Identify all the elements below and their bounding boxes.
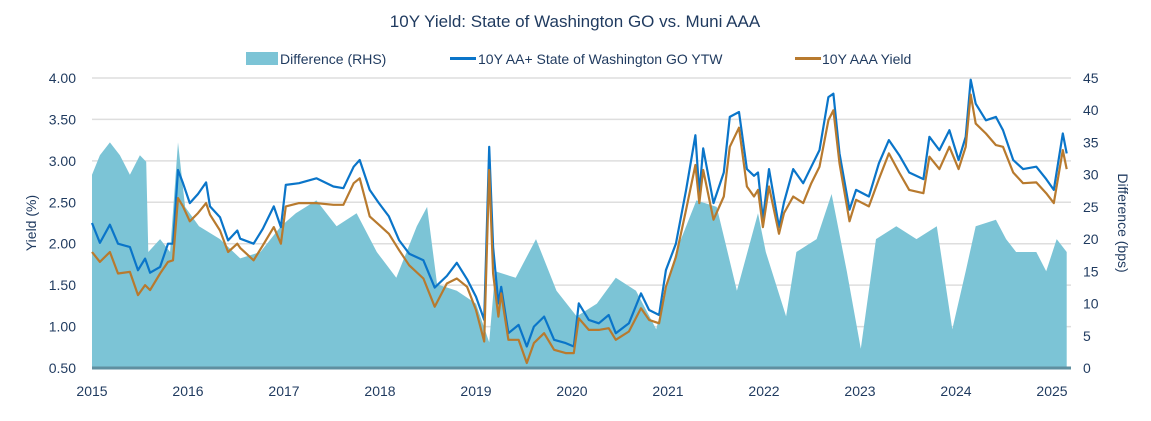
legend-label-difference: Difference (RHS) [280,51,386,67]
y2-tick-label: 30 [1083,167,1099,183]
x-tick-label: 2025 [1036,383,1067,399]
y2-tick-label: 0 [1083,360,1091,376]
y2-tick-label: 10 [1083,296,1099,312]
y2-tick-label: 25 [1083,199,1099,215]
y-tick-label: 4.00 [49,70,76,86]
legend-swatch-go [450,57,476,60]
y-tick-label: 3.00 [49,153,76,169]
y2-tick-label: 15 [1083,263,1099,279]
x-tick-label: 2016 [172,383,203,399]
difference-area-layer [92,142,1071,370]
y2-axis-ticks: 0 5 10 15 20 25 30 35 40 45 [1083,70,1099,376]
legend-label-go: 10Y AA+ State of Washington GO YTW [478,51,723,67]
y2-tick-label: 45 [1083,70,1099,86]
y-tick-label: 0.50 [49,360,76,376]
y2-tick-label: 20 [1083,231,1099,247]
y2-tick-label: 40 [1083,102,1099,118]
legend-label-aaa: 10Y AAA Yield [822,51,911,67]
y-tick-label: 2.50 [49,194,76,210]
x-tick-label: 2015 [76,383,107,399]
legend: Difference (RHS) 10Y AA+ State of Washin… [246,51,911,67]
legend-swatch-aaa [795,57,821,60]
legend-swatch-difference [246,52,278,65]
y-tick-label: 2.00 [49,236,76,252]
y2-tick-label: 35 [1083,134,1099,150]
y-tick-label: 1.00 [49,319,76,335]
x-tick-label: 2019 [460,383,491,399]
aaa-yield-line [91,93,1068,365]
difference-area [92,142,1067,368]
yield-lines-layer [90,78,1068,365]
x-tick-label: 2024 [940,383,971,399]
y2-tick-label: 5 [1083,328,1091,344]
go-ytw-line [90,78,1068,348]
x-tick-label: 2017 [268,383,299,399]
y-axis-ticks: 0.50 1.00 1.50 2.00 2.50 3.00 3.50 4.00 [49,70,76,376]
y2-axis-label: Difference (bps) [1115,173,1131,272]
x-tick-label: 2021 [652,383,683,399]
x-tick-label: 2018 [364,383,395,399]
y-tick-label: 1.50 [49,277,76,293]
x-axis-ticks: 2015 2016 2017 2018 2019 2020 2021 2022 2023 2024… [76,383,1067,399]
y-tick-label: 3.50 [49,111,76,127]
y-axis-label: Yield (%) [23,195,39,251]
x-tick-label: 2020 [556,383,587,399]
x-tick-label: 2022 [748,383,779,399]
x-tick-label: 2023 [844,383,875,399]
chart-title: 10Y Yield: State of Washington GO vs. Mu… [390,12,761,31]
